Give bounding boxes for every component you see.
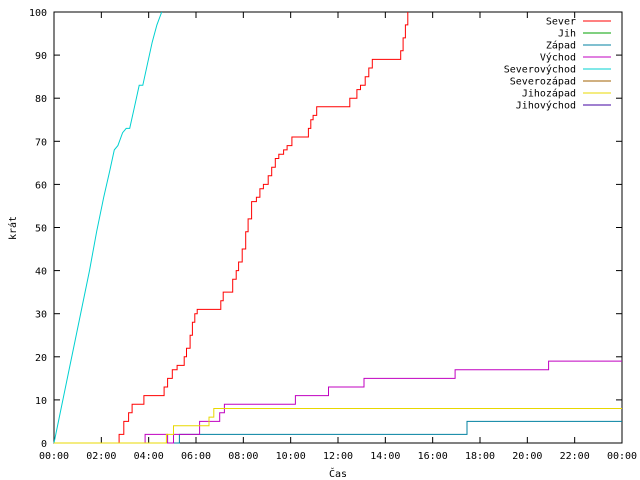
series-line-vychod [54,360,622,444]
x-tick-labels: 00:00 02:00 04:00 06:00 08:00 10:00 12:00 14:00… [39,451,637,462]
legend-label-zapad: Západ [546,40,576,52]
x-tick-label: 22:00 [560,451,590,462]
x-axis-label: Čas [329,467,347,480]
series-line-severovychod [53,11,163,444]
series-line-jihozapad [54,408,622,444]
x-tick-label: 14:00 [370,451,400,462]
x-tick-label: 00:00 [607,451,637,462]
y-tick-label: 30 [35,310,47,321]
x-tick-label: 02:00 [86,451,116,462]
legend: SeverJihZápadVýchodSeverovýchodSeverozáp… [504,17,611,112]
x-tick-label: 00:00 [39,451,69,462]
y-tick-label: 50 [35,224,47,235]
legend-label-sever: Sever [546,17,576,28]
x-tick-label: 20:00 [512,451,542,462]
x-tick-label: 08:00 [228,451,258,462]
tick-marks [53,11,623,444]
legend-label-jih: Jih [558,29,576,40]
legend-label-severozapad: Severozápad [510,76,576,88]
y-tick-label: 100 [29,8,47,19]
x-tick-label: 06:00 [181,451,211,462]
y-tick-label: 10 [35,396,47,407]
legend-label-jihozapad: Jihozápad [522,88,576,100]
legend-label-severovychod: Severovýchod [504,64,576,76]
x-tick-label: 18:00 [465,451,495,462]
y-tick-label: 90 [35,51,47,62]
x-tick-label: 16:00 [418,451,448,462]
y-tick-label: 60 [35,180,47,191]
y-tick-label: 80 [35,94,47,105]
y-axis-label: krát [7,216,19,240]
y-tick-label: 40 [35,267,47,278]
y-tick-label: 20 [35,353,47,364]
x-tick-label: 04:00 [134,451,164,462]
x-tick-label: 10:00 [276,451,306,462]
y-tick-label: 70 [35,137,47,148]
y-tick-labels: 0 10 20 30 40 50 60 70 80 90 100 [29,8,47,450]
series-line-sever [54,12,409,444]
legend-label-vychod: Východ [540,52,576,64]
y-tick-label: 0 [41,439,47,450]
x-tick-label: 12:00 [323,451,353,462]
series-lines [53,11,622,444]
legend-label-jihovychod: Jihovýchod [516,100,576,112]
